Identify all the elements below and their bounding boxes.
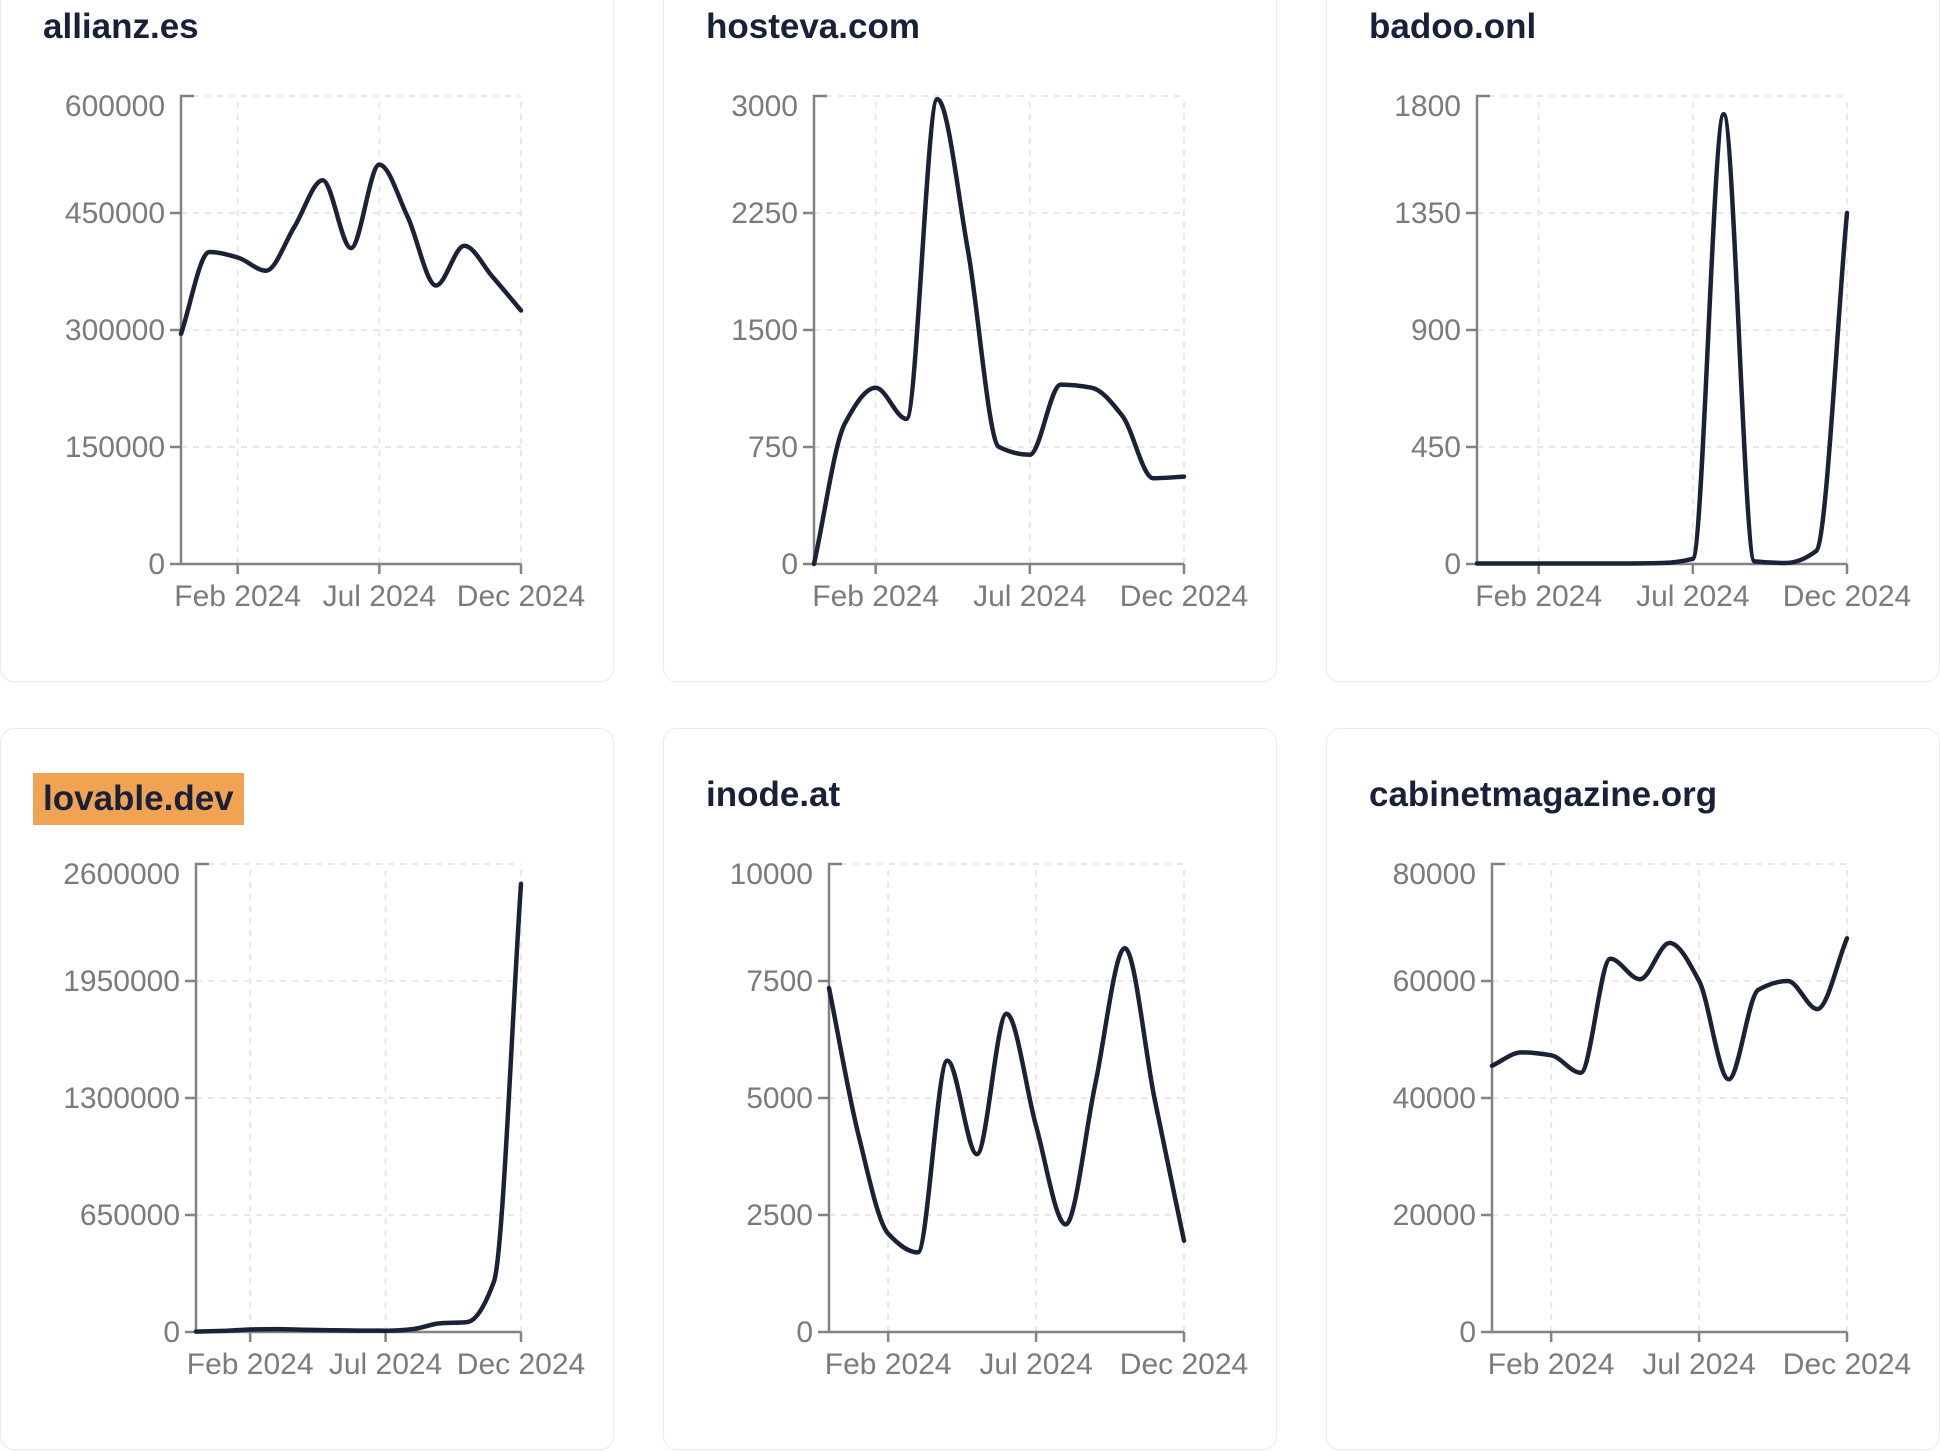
svg-text:1350: 1350 [1394, 197, 1461, 230]
svg-text:Feb 2024: Feb 2024 [174, 580, 301, 613]
chart-card-lovable: lovable.dev 0 650000 1300000 1950000 2600000… [0, 728, 614, 1450]
svg-text:Jul 2024: Jul 2024 [979, 1348, 1092, 1381]
svg-text:900: 900 [1411, 314, 1461, 347]
chart-card-inode: inode.at 0 2500 5000 7500 10000 Feb 2024 Jul 2… [663, 728, 1277, 1450]
svg-text:20000: 20000 [1393, 1199, 1476, 1232]
svg-text:750: 750 [748, 431, 798, 464]
domain-label-highlighted: lovable.dev [33, 773, 244, 825]
line-chart: 0 450 900 1350 1800 Feb 2024 Jul 2024 Dec 2024 [1394, 90, 1911, 613]
chart-title: hosteva.com [706, 5, 1276, 49]
svg-text:Jul 2024: Jul 2024 [1642, 1348, 1755, 1381]
svg-text:5000: 5000 [746, 1082, 813, 1115]
svg-text:7500: 7500 [746, 965, 813, 998]
svg-text:1300000: 1300000 [63, 1082, 180, 1115]
svg-text:Feb 2024: Feb 2024 [825, 1348, 952, 1381]
chart-title: cabinetmagazine.org [1369, 773, 1939, 817]
svg-text:Dec 2024: Dec 2024 [1783, 580, 1911, 613]
svg-text:Jul 2024: Jul 2024 [329, 1348, 442, 1381]
svg-text:1800: 1800 [1394, 90, 1461, 123]
svg-text:450: 450 [1411, 431, 1461, 464]
svg-text:Dec 2024: Dec 2024 [1120, 1348, 1248, 1381]
domain-label: inode.at [706, 775, 841, 814]
svg-text:1500: 1500 [731, 314, 798, 347]
chart-card-cabinetmagazine: cabinetmagazine.org 0 20000 40000 60000 8000… [1326, 728, 1940, 1450]
domain-label: badoo.onl [1369, 7, 1537, 46]
svg-text:600000: 600000 [65, 90, 165, 123]
svg-text:Feb 2024: Feb 2024 [1475, 580, 1602, 613]
svg-text:2500: 2500 [746, 1199, 813, 1232]
svg-text:450000: 450000 [65, 197, 165, 230]
svg-text:0: 0 [1444, 548, 1461, 581]
svg-text:1950000: 1950000 [63, 965, 180, 998]
chart-title: badoo.onl [1369, 5, 1939, 49]
line-chart: 0 650000 1300000 1950000 2600000 Feb 2024 Jul … [63, 858, 585, 1381]
svg-text:2600000: 2600000 [63, 858, 180, 891]
chart-title: allianz.es [43, 5, 613, 49]
svg-text:0: 0 [148, 548, 165, 581]
line-chart: 0 20000 40000 60000 80000 Feb 2024 Jul 2024 Dec… [1393, 858, 1912, 1381]
svg-text:Dec 2024: Dec 2024 [457, 580, 585, 613]
chart-card-badoo: badoo.onl 0 450 900 1350 1800 Feb 2024 Jul 202… [1326, 0, 1940, 682]
svg-text:60000: 60000 [1393, 965, 1476, 998]
line-chart: 0 150000 300000 450000 600000 Feb 2024 Jul 202… [65, 90, 585, 613]
svg-text:40000: 40000 [1393, 1082, 1476, 1115]
svg-text:650000: 650000 [80, 1199, 180, 1232]
svg-text:10000: 10000 [730, 858, 813, 891]
svg-text:Dec 2024: Dec 2024 [1120, 580, 1248, 613]
svg-text:0: 0 [781, 548, 798, 581]
chart-card-hosteva: hosteva.com 0 750 1500 2250 3000 Feb 2024 Jul … [663, 0, 1277, 682]
svg-text:Feb 2024: Feb 2024 [1488, 1348, 1615, 1381]
domain-label: hosteva.com [706, 7, 920, 46]
svg-text:2250: 2250 [731, 197, 798, 230]
line-chart: 0 750 1500 2250 3000 Feb 2024 Jul 2024 Dec 2024 [731, 90, 1248, 613]
chart-title: inode.at [706, 773, 1276, 817]
svg-text:0: 0 [1459, 1316, 1476, 1349]
svg-text:Feb 2024: Feb 2024 [187, 1348, 314, 1381]
domain-label: cabinetmagazine.org [1369, 775, 1718, 814]
svg-text:3000: 3000 [731, 90, 798, 123]
svg-text:0: 0 [796, 1316, 813, 1349]
svg-text:Jul 2024: Jul 2024 [323, 580, 436, 613]
line-chart: 0 2500 5000 7500 10000 Feb 2024 Jul 2024 Dec 20… [730, 858, 1249, 1381]
svg-text:150000: 150000 [65, 431, 165, 464]
chart-card-allianz: allianz.es 0 150000 300000 450000 600000 Feb … [0, 0, 614, 682]
svg-text:Dec 2024: Dec 2024 [1783, 1348, 1911, 1381]
svg-text:Jul 2024: Jul 2024 [1636, 580, 1749, 613]
svg-text:Dec 2024: Dec 2024 [457, 1348, 585, 1381]
svg-text:300000: 300000 [65, 314, 165, 347]
chart-title: lovable.dev [33, 773, 613, 825]
domain-label: allianz.es [43, 7, 199, 46]
svg-text:Feb 2024: Feb 2024 [812, 580, 939, 613]
svg-text:0: 0 [163, 1316, 180, 1349]
svg-text:Jul 2024: Jul 2024 [973, 580, 1086, 613]
svg-text:80000: 80000 [1393, 858, 1476, 891]
